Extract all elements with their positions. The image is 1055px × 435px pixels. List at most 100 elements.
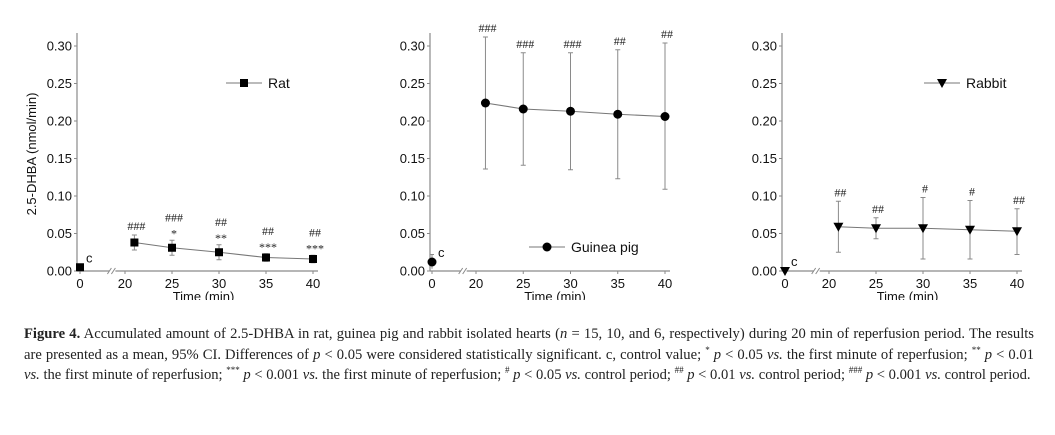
control-label: c: [791, 254, 798, 269]
caption-text: < 0.01: [992, 346, 1034, 363]
x-tick-label: 0: [428, 276, 435, 291]
significance-star: ***: [259, 240, 277, 254]
y-tick-label: 0.25: [400, 76, 425, 91]
significance-hash: ##: [834, 185, 846, 199]
caption-p: p: [713, 346, 722, 363]
figure-4: 0.00 0.05 0.10 0.15 0.20 0.25 0.30 2.5-DHBA (nm…: [24, 21, 1025, 300]
data-point: [130, 238, 139, 247]
caption-text: < 0.01: [694, 367, 740, 383]
significance-star: ***: [306, 241, 324, 255]
caption-p: p: [984, 346, 993, 363]
data-point: [871, 224, 881, 234]
significance-hash: ##: [309, 225, 321, 239]
y-tick-label: 0.25: [47, 76, 72, 91]
data-point: [918, 224, 928, 234]
guinea-pig-panel: 0.00 0.05 0.10 0.15 0.20 0.25 0.30 0 20 25 30 35 40 T…: [400, 21, 673, 300]
y-tick-label: 0.10: [400, 189, 425, 204]
caption-label: Figure 4.: [24, 326, 81, 342]
control-label: c: [438, 245, 445, 260]
caption-text: control period;: [755, 367, 849, 383]
y-tick-label: 0.00: [752, 264, 777, 279]
significance-hash: ##: [215, 215, 227, 229]
x-axis-title: Time (min): [173, 289, 235, 300]
x-tick-label: 25: [869, 276, 883, 291]
x-tick-label: 30: [212, 276, 226, 291]
legend-marker: [542, 242, 552, 252]
caption-vs: vs.: [302, 367, 319, 383]
significance-hash: ###: [564, 37, 582, 51]
axis-break-mark: [815, 267, 821, 275]
caption-vs: vs.: [767, 346, 783, 363]
control-point: [76, 263, 84, 272]
control-point: [780, 267, 790, 276]
x-tick-label: 25: [165, 276, 179, 291]
caption-sup: **: [971, 344, 981, 355]
control-point: [427, 257, 437, 267]
caption-text: < 0.001: [250, 367, 303, 383]
caption-text: the first minute of reperfusion;: [39, 367, 227, 383]
series-line: [838, 226, 1018, 232]
axis-break-mark: [110, 267, 116, 275]
data-point: [965, 225, 975, 235]
significance-star: *: [171, 226, 177, 240]
significance-hash: ##: [872, 202, 884, 216]
rat-panel: 0.00 0.05 0.10 0.15 0.20 0.25 0.30 2.5-DHBA (nm…: [24, 33, 324, 300]
caption-text: < 0.05 were considered statistically sig…: [320, 346, 706, 363]
significance-hash: ##: [1013, 193, 1025, 207]
x-tick-label: 35: [259, 276, 273, 291]
caption-n: n: [559, 326, 568, 342]
x-tick-label: 30: [916, 276, 930, 291]
data-point: [518, 104, 528, 114]
caption-sup: #: [504, 365, 510, 375]
caption-p: p: [243, 367, 251, 383]
x-tick-label: 25: [516, 276, 530, 291]
caption-text: the first minute of reperfusion;: [782, 346, 972, 363]
y-tick-label: 0.30: [752, 39, 777, 54]
significance-hash: ##: [661, 27, 673, 41]
data-point: [833, 222, 844, 232]
control-label: c: [86, 250, 93, 265]
axis-break-mark: [462, 267, 468, 275]
caption-p: p: [865, 367, 874, 383]
caption-sup: ***: [226, 365, 240, 375]
y-tick-label: 0.30: [47, 39, 72, 54]
x-tick-label: 30: [563, 276, 577, 291]
caption-sup: ##: [674, 365, 684, 375]
significance-hash: #: [922, 182, 928, 196]
y-tick-label: 0.15: [47, 151, 72, 166]
significance-hash: ###: [165, 210, 183, 224]
legend-label: Rat: [268, 75, 290, 91]
y-tick-label: 0.30: [400, 39, 425, 54]
x-tick-label: 35: [963, 276, 977, 291]
x-tick-label: 20: [469, 276, 483, 291]
legend-marker: [937, 79, 947, 88]
y-tick-label: 0.05: [47, 226, 72, 241]
figure-caption: Figure 4. Accumulated amount of 2.5-DHBA…: [24, 324, 1034, 386]
x-tick-label: 40: [658, 276, 672, 291]
y-tick-label: 0.00: [47, 264, 72, 279]
y-tick-label: 0.20: [400, 114, 425, 129]
caption-p: p: [687, 367, 695, 383]
y-axis-title: 2.5-DHBA (nmol/min): [24, 93, 39, 216]
caption-vs: vs.: [739, 367, 756, 383]
x-tick-label: 40: [306, 276, 320, 291]
x-tick-label: 35: [611, 276, 625, 291]
data-point: [566, 106, 575, 116]
x-tick-label: 20: [118, 276, 132, 291]
y-tick-label: 0.15: [400, 151, 425, 166]
y-tick-label: 0.25: [752, 76, 777, 91]
significance-hash: #: [969, 185, 975, 199]
caption-sup: ###: [848, 365, 863, 375]
caption-text: the first minute of reperfusion;: [318, 367, 505, 383]
y-tick-label: 0.10: [47, 189, 72, 204]
y-tick-label: 0.15: [752, 151, 777, 166]
legend-marker: [240, 79, 248, 87]
axis-break-mark: [811, 267, 817, 275]
significance-hash: ###: [127, 219, 145, 233]
axis-break-mark: [458, 267, 464, 275]
x-tick-label: 0: [76, 276, 83, 291]
x-tick-label: 40: [1010, 276, 1024, 291]
data-point: [660, 112, 670, 121]
caption-p: p: [313, 346, 321, 363]
y-tick-label: 0.05: [400, 226, 425, 241]
